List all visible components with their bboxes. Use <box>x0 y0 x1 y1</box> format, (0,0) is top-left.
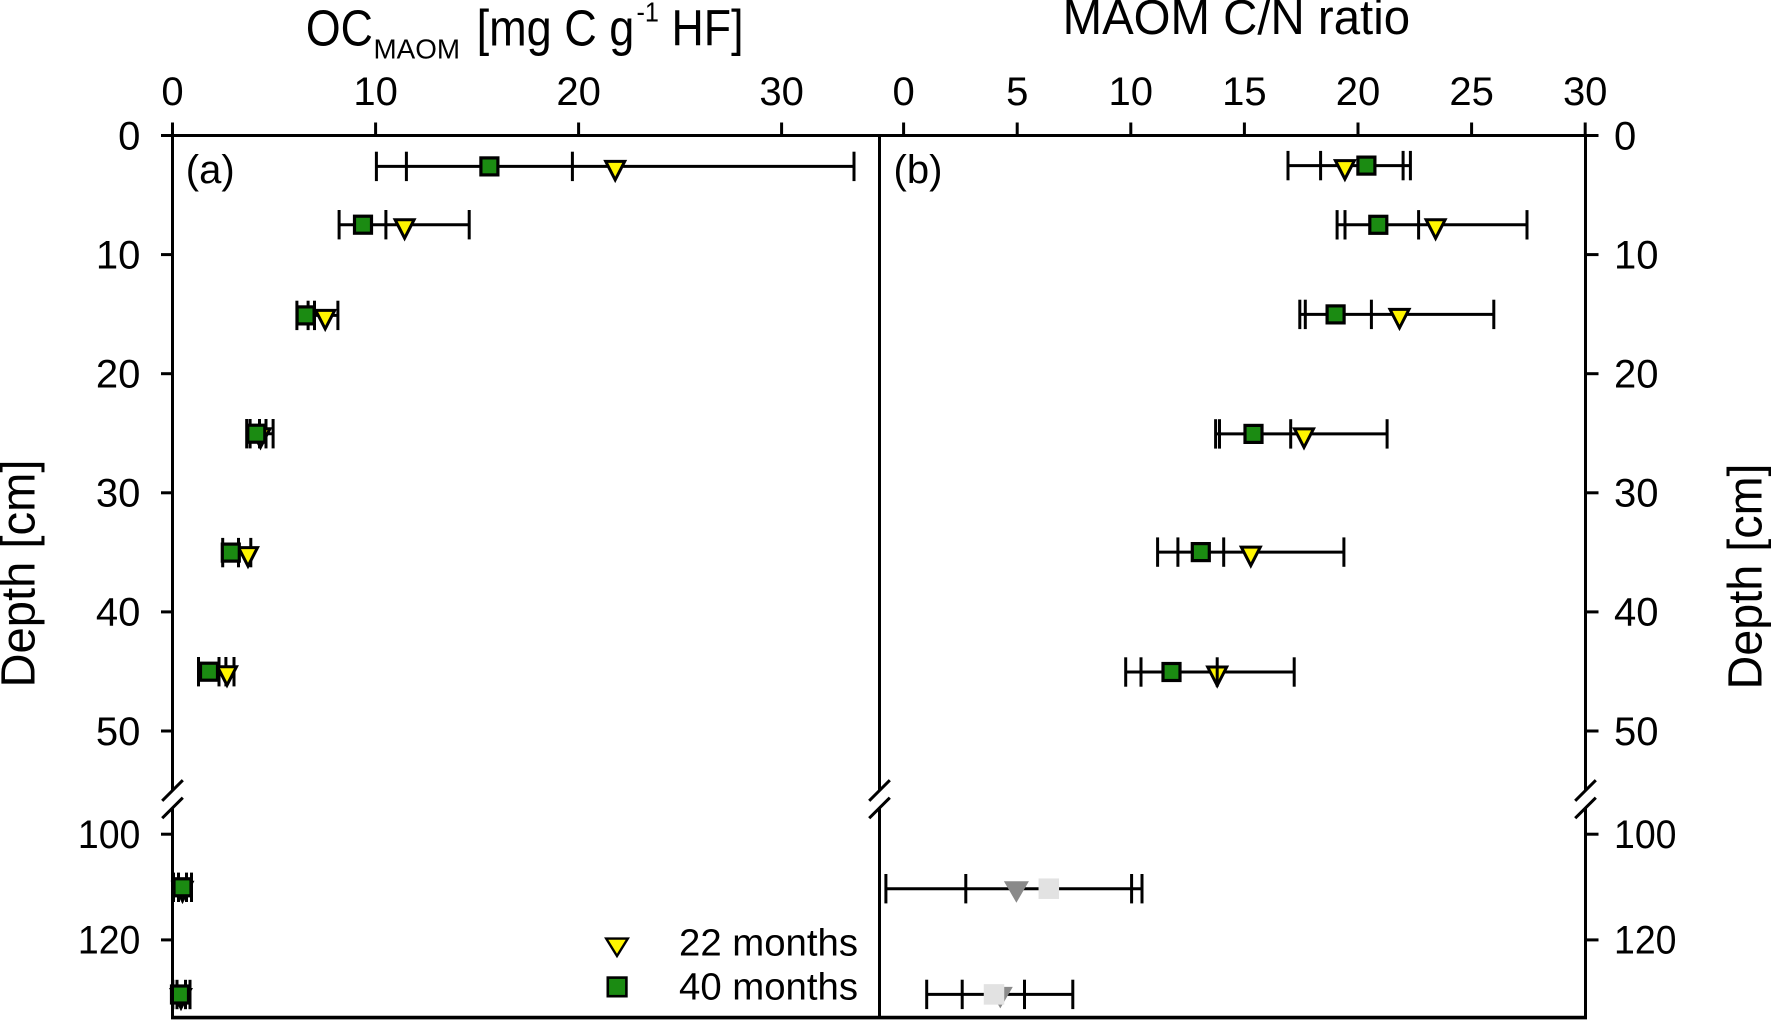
svg-text:5: 5 <box>1006 70 1028 114</box>
svg-text:10: 10 <box>1614 233 1659 277</box>
svg-text:20: 20 <box>96 352 141 396</box>
svg-text:30: 30 <box>1614 472 1659 516</box>
svg-text:20: 20 <box>1336 70 1381 114</box>
svg-text:40: 40 <box>96 591 141 635</box>
svg-text:-1: -1 <box>637 0 659 28</box>
svg-text:0: 0 <box>118 114 140 158</box>
svg-text:10: 10 <box>96 233 141 277</box>
svg-text:0: 0 <box>892 70 914 114</box>
svg-text:HF]: HF] <box>672 0 744 57</box>
svg-text:120: 120 <box>1614 919 1677 963</box>
svg-text:20: 20 <box>1614 352 1659 396</box>
svg-text:10: 10 <box>353 70 398 114</box>
svg-text:25: 25 <box>1449 70 1494 114</box>
svg-text:0: 0 <box>1614 114 1636 158</box>
svg-text:30: 30 <box>96 472 141 516</box>
svg-text:10: 10 <box>1109 70 1154 114</box>
svg-text:[mg C g: [mg C g <box>477 0 635 57</box>
svg-text:30: 30 <box>1563 70 1608 114</box>
svg-text:30: 30 <box>759 70 804 114</box>
svg-text:50: 50 <box>1614 710 1659 754</box>
svg-text:20: 20 <box>556 70 601 114</box>
svg-text:40: 40 <box>1614 591 1659 635</box>
svg-text:40 months: 40 months <box>679 967 858 1009</box>
svg-text:(a): (a) <box>186 148 235 192</box>
svg-text:120: 120 <box>78 919 141 963</box>
svg-text:0: 0 <box>161 70 183 114</box>
svg-text:Depth [cm]: Depth [cm] <box>1720 464 1771 690</box>
svg-text:100: 100 <box>1614 813 1677 857</box>
svg-text:MAOM C/N ratio: MAOM C/N ratio <box>1063 0 1411 45</box>
svg-text:(b): (b) <box>894 148 943 192</box>
svg-text:Depth [cm]: Depth [cm] <box>0 460 46 688</box>
svg-text:OC: OC <box>306 0 373 57</box>
svg-text:MAOM: MAOM <box>374 34 461 65</box>
svg-text:50: 50 <box>96 710 141 754</box>
svg-text:22 months: 22 months <box>679 923 858 965</box>
svg-text:15: 15 <box>1222 70 1267 114</box>
svg-text:100: 100 <box>78 813 141 857</box>
